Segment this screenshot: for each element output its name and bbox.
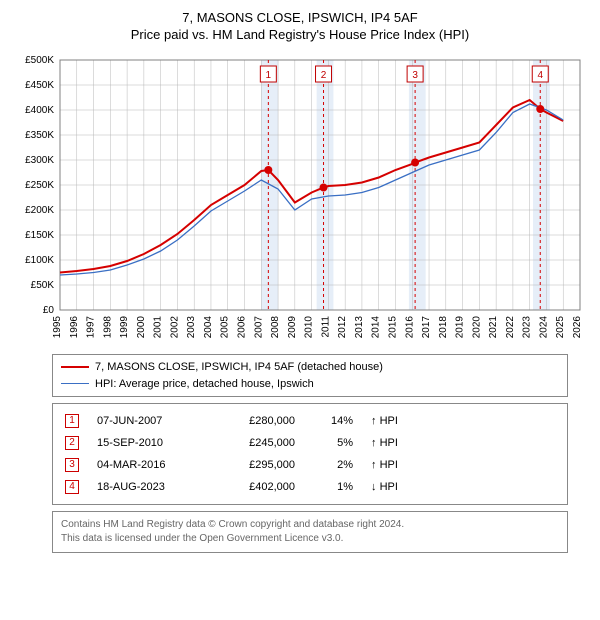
svg-text:2007: 2007 — [253, 316, 264, 339]
svg-text:2011: 2011 — [320, 316, 331, 338]
event-row: 1 07-JUN-2007 £280,000 14% ↑ HPI — [61, 410, 559, 432]
event-direction: ↑ HPI — [371, 410, 421, 432]
event-row: 3 04-MAR-2016 £295,000 2% ↑ HPI — [61, 454, 559, 476]
svg-text:2024: 2024 — [538, 316, 549, 339]
svg-text:1996: 1996 — [69, 316, 80, 339]
svg-text:2022: 2022 — [505, 316, 516, 339]
legend-row: 7, MASONS CLOSE, IPSWICH, IP4 5AF (detac… — [61, 359, 559, 376]
svg-text:1998: 1998 — [102, 316, 113, 339]
svg-text:2012: 2012 — [337, 316, 348, 339]
svg-text:2014: 2014 — [371, 316, 382, 339]
svg-text:2000: 2000 — [136, 316, 147, 339]
svg-text:4: 4 — [537, 70, 543, 81]
event-marker: 3 — [65, 458, 79, 472]
svg-text:2021: 2021 — [488, 316, 499, 339]
arrow-up-icon: ↑ — [371, 459, 380, 471]
event-pct: 2% — [313, 454, 353, 476]
arrow-down-icon: ↓ — [371, 481, 380, 493]
svg-text:2018: 2018 — [438, 316, 449, 339]
legend-label: 7, MASONS CLOSE, IPSWICH, IP4 5AF (detac… — [95, 359, 383, 376]
event-price: £295,000 — [215, 454, 295, 476]
svg-text:2009: 2009 — [287, 316, 298, 339]
svg-text:2008: 2008 — [270, 316, 281, 339]
svg-text:2003: 2003 — [186, 316, 197, 339]
svg-text:2023: 2023 — [522, 316, 533, 339]
event-date: 15-SEP-2010 — [97, 432, 197, 454]
svg-text:2015: 2015 — [387, 316, 398, 339]
svg-text:2001: 2001 — [153, 316, 164, 339]
svg-text:2004: 2004 — [203, 316, 214, 339]
chart-area: £0 £50K £100K £150K £200K £250K £300K £350K £400… — [12, 50, 588, 350]
legend-row: HPI: Average price, detached house, Ipsw… — [61, 376, 559, 393]
svg-text:£300K: £300K — [25, 155, 54, 166]
line-chart-svg: £0 £50K £100K £150K £200K £250K £300K £350K £400… — [12, 50, 588, 350]
legend-swatch — [61, 366, 89, 368]
event-price: £245,000 — [215, 432, 295, 454]
svg-text:£0: £0 — [43, 305, 55, 316]
svg-text:£200K: £200K — [25, 205, 54, 216]
event-price: £402,000 — [215, 476, 295, 498]
event-direction: ↓ HPI — [371, 476, 421, 498]
event-marker: 2 — [65, 436, 79, 450]
svg-text:£150K: £150K — [25, 230, 54, 241]
svg-text:£250K: £250K — [25, 180, 54, 191]
svg-text:3: 3 — [412, 70, 418, 81]
svg-text:£500K: £500K — [25, 55, 54, 66]
svg-text:2020: 2020 — [471, 316, 482, 339]
event-direction: ↑ HPI — [371, 432, 421, 454]
event-date: 18-AUG-2023 — [97, 476, 197, 498]
svg-text:1999: 1999 — [119, 316, 130, 339]
event-date: 07-JUN-2007 — [97, 410, 197, 432]
svg-text:2006: 2006 — [237, 316, 248, 339]
event-row: 4 18-AUG-2023 £402,000 1% ↓ HPI — [61, 476, 559, 498]
svg-text:2010: 2010 — [304, 316, 315, 339]
event-pct: 5% — [313, 432, 353, 454]
chart-subtitle: Price paid vs. HM Land Registry's House … — [12, 27, 588, 42]
chart-title: 7, MASONS CLOSE, IPSWICH, IP4 5AF — [12, 10, 588, 25]
arrow-up-icon: ↑ — [371, 437, 380, 449]
event-pct: 14% — [313, 410, 353, 432]
event-marker: 1 — [65, 414, 79, 428]
svg-text:£350K: £350K — [25, 130, 54, 141]
events-table: 1 07-JUN-2007 £280,000 14% ↑ HPI 2 15-SEP-2010… — [52, 403, 568, 505]
svg-text:2002: 2002 — [169, 316, 180, 339]
event-marker: 4 — [65, 480, 79, 494]
event-direction: ↑ HPI — [371, 454, 421, 476]
attribution-box: Contains HM Land Registry data © Crown c… — [52, 511, 568, 553]
legend-box: 7, MASONS CLOSE, IPSWICH, IP4 5AF (detac… — [52, 354, 568, 397]
svg-text:2019: 2019 — [455, 316, 466, 339]
event-row: 2 15-SEP-2010 £245,000 5% ↑ HPI — [61, 432, 559, 454]
event-pct: 1% — [313, 476, 353, 498]
event-price: £280,000 — [215, 410, 295, 432]
svg-text:1995: 1995 — [52, 316, 63, 339]
svg-text:2013: 2013 — [354, 316, 365, 339]
event-date: 04-MAR-2016 — [97, 454, 197, 476]
svg-text:£100K: £100K — [25, 255, 54, 266]
legend-label: HPI: Average price, detached house, Ipsw… — [95, 376, 314, 393]
svg-text:2017: 2017 — [421, 316, 432, 339]
svg-text:£450K: £450K — [25, 80, 54, 91]
svg-text:1997: 1997 — [86, 316, 97, 339]
svg-text:2005: 2005 — [220, 316, 231, 339]
legend-swatch — [61, 383, 89, 384]
svg-text:1: 1 — [266, 70, 272, 81]
svg-text:£400K: £400K — [25, 105, 54, 116]
svg-text:2026: 2026 — [572, 316, 583, 339]
svg-text:2016: 2016 — [404, 316, 415, 339]
svg-text:2025: 2025 — [555, 316, 566, 339]
svg-text:£50K: £50K — [31, 280, 55, 291]
attribution-line-1: Contains HM Land Registry data © Crown c… — [61, 518, 559, 532]
attribution-line-2: This data is licensed under the Open Gov… — [61, 532, 559, 546]
arrow-up-icon: ↑ — [371, 415, 380, 427]
svg-text:2: 2 — [321, 70, 327, 81]
